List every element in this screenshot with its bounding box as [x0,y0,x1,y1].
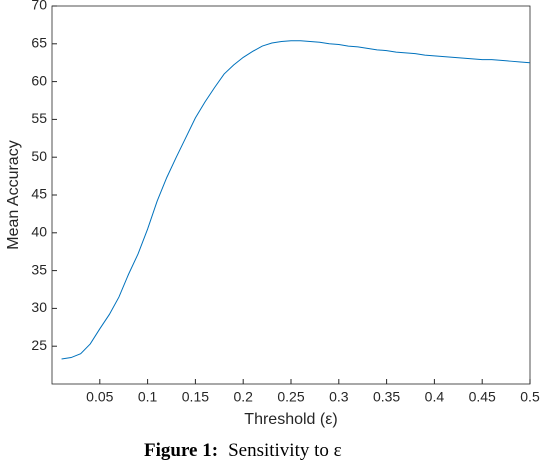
y-tick-label: 70 [31,0,47,13]
y-tick-label: 45 [31,186,47,202]
y-axis-label: Mean Accuracy [5,140,22,249]
x-tick-label: 0.25 [277,389,304,405]
y-tick-label: 40 [31,224,47,240]
plot-frame [51,5,531,385]
data-line [61,40,531,360]
y-tick-label: 35 [31,261,47,277]
x-axis-label: Threshold (ε) [244,411,337,428]
x-tick-label: 0.5 [520,389,540,405]
x-tick-label: 0.05 [86,389,113,405]
y-tick-label: 60 [31,72,47,88]
x-tick-label: 0.35 [373,389,400,405]
x-tick-label: 0.4 [425,389,445,405]
caption: Figure 1: Sensitivity to ε [144,440,342,460]
x-tick-label: 0.2 [233,389,253,405]
y-tick-label: 65 [31,35,47,51]
x-tick-label: 0.45 [469,389,496,405]
x-tick-label: 0.15 [182,389,209,405]
y-tick-label: 55 [31,110,47,126]
y-tick-label: 30 [31,299,47,315]
caption-text: Sensitivity to ε [228,440,342,460]
y-tick-label: 50 [31,148,47,164]
x-tick-label: 0.1 [138,389,158,405]
caption-label: Figure 1: [144,440,218,460]
x-tick-label: 0.3 [329,389,349,405]
y-tick-label: 25 [31,337,47,353]
